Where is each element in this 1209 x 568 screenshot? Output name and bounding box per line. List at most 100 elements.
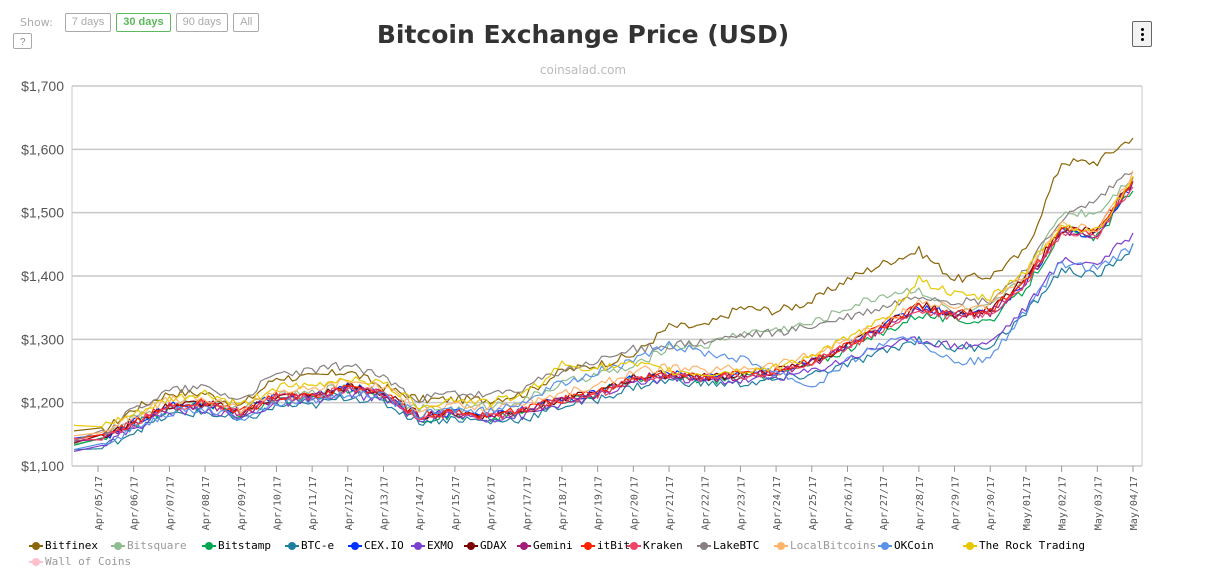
legend-label: GDAX	[480, 539, 507, 552]
range-90-days-button[interactable]: 90 days	[175, 12, 229, 32]
help-button[interactable]: ?	[13, 33, 32, 49]
chart-subtitle[interactable]: coinsalad.com	[539, 63, 627, 77]
legend-label: Kraken	[643, 539, 683, 552]
legend-item-bitsquare[interactable]: Bitsquare	[111, 539, 187, 552]
hamburger-menu-icon[interactable]	[1132, 21, 1152, 47]
legend-item-btc-e[interactable]: BTC-e	[285, 539, 335, 552]
legend-item-itbit[interactable]: itBit	[581, 539, 631, 552]
show-label: Show:	[20, 15, 53, 29]
axes: $1,100 $1,200 $1,300 $1,400 $1,500 $1,600 $1,7…	[21, 78, 1143, 530]
x-tick-label: Apr/30/17	[986, 476, 997, 530]
legend-label: Gemini	[533, 539, 573, 552]
x-tick-label: Apr/10/17	[272, 476, 283, 530]
legend-item-wall-of-coins[interactable]: Wall of Coins	[29, 555, 131, 568]
x-tick-label: Apr/15/17	[451, 476, 462, 530]
legend-marker-icon	[411, 541, 425, 550]
x-tick-label: Apr/16/17	[487, 476, 498, 530]
y-tick-label: $1,400	[21, 268, 64, 284]
x-tick-label: Apr/28/17	[915, 476, 926, 530]
legend-item-bitfinex[interactable]: Bitfinex	[29, 539, 98, 552]
legend-label: Bitstamp	[218, 539, 271, 552]
x-tick-label: Apr/19/17	[594, 476, 605, 530]
legend-item-okcoin[interactable]: OKCoin	[878, 539, 934, 552]
range-30-days-button[interactable]: 30 days	[116, 12, 171, 32]
legend-item-kraken[interactable]: Kraken	[627, 539, 683, 552]
legend-item-lakebtc[interactable]: LakeBTC	[697, 539, 760, 552]
legend-label: EXMO	[427, 539, 454, 552]
legend-marker-icon	[111, 541, 125, 550]
x-tick-label: Apr/12/17	[344, 476, 355, 530]
legend-label: CEX.IO	[364, 539, 404, 552]
x-tick-label: May/02/17	[1058, 476, 1069, 530]
legend-marker-icon	[697, 541, 711, 550]
series-line-bitfinex	[73, 137, 1134, 434]
y-tick-label: $1,500	[21, 205, 64, 221]
legend-item-cex-io[interactable]: CEX.IO	[348, 539, 404, 552]
legend-label: OKCoin	[894, 539, 934, 552]
x-tick-label: Apr/07/17	[165, 476, 176, 530]
legend-marker-icon	[29, 557, 43, 566]
legend-item-gdax[interactable]: GDAX	[464, 539, 507, 552]
legend-item-exmo[interactable]: EXMO	[411, 539, 454, 552]
x-tick-label: Apr/13/17	[380, 476, 391, 530]
legend-marker-icon	[348, 541, 362, 550]
legend-marker-icon	[464, 541, 478, 550]
x-tick-label: Apr/18/17	[558, 476, 569, 530]
x-tick-label: Apr/24/17	[772, 476, 783, 530]
x-tick-label: May/01/17	[1022, 476, 1033, 530]
x-tick-label: Apr/21/17	[665, 476, 676, 530]
range-all-button[interactable]: All	[233, 12, 260, 32]
legend-marker-icon	[963, 541, 977, 550]
series-line-localbitcoins	[73, 170, 1134, 437]
y-tick-label: $1,200	[21, 395, 64, 411]
legend-label: Bitsquare	[127, 539, 187, 552]
chart-title: Bitcoin Exchange Price (USD)	[376, 20, 790, 49]
legend-marker-icon	[285, 541, 299, 550]
legend-marker-icon	[29, 541, 43, 550]
x-tick-label: Apr/20/17	[629, 476, 640, 530]
series-line-okcoin	[73, 244, 1134, 451]
y-tick-label: $1,100	[21, 458, 64, 474]
y-tick-label: $1,600	[21, 141, 64, 157]
series-line-exmo	[73, 232, 1134, 452]
legend-item-gemini[interactable]: Gemini	[517, 539, 573, 552]
x-tick-label: Apr/29/17	[951, 476, 962, 530]
x-tick-label: Apr/09/17	[237, 476, 248, 530]
legend-marker-icon	[774, 541, 788, 550]
legend-label: Bitfinex	[45, 539, 98, 552]
legend-label: The Rock Trading	[979, 539, 1085, 552]
range-selector: Show: 7 days 30 days 90 days All	[20, 12, 264, 32]
x-tick-label: Apr/14/17	[415, 476, 426, 530]
legend-label: itBit	[597, 539, 631, 552]
legend-item-localbitcoins[interactable]: LocalBitcoins	[774, 539, 877, 552]
y-tick-label: $1,700	[21, 78, 64, 94]
legend-label: BTC-e	[301, 539, 335, 552]
x-tick-label: Apr/22/17	[701, 476, 712, 530]
legend-item-bitstamp[interactable]: Bitstamp	[202, 539, 271, 552]
series-line-the-rock-trading	[73, 175, 1134, 428]
legend-marker-icon	[581, 541, 595, 550]
legend-marker-icon	[627, 541, 641, 550]
x-tick-label: Apr/08/17	[201, 476, 212, 530]
x-tick-label: Apr/25/17	[808, 476, 819, 530]
legend-marker-icon	[517, 541, 531, 550]
range-7-days-button[interactable]: 7 days	[64, 12, 112, 32]
x-tick-label: May/03/17	[1093, 476, 1104, 530]
series-line-btc-e	[73, 243, 1134, 451]
legend-label: LocalBitcoins	[790, 539, 877, 552]
x-tick-label: Apr/05/17	[94, 476, 105, 530]
legend-item-the-rock-trading[interactable]: The Rock Trading	[963, 539, 1085, 552]
x-tick-label: Apr/17/17	[522, 476, 533, 530]
y-tick-label: $1,300	[21, 331, 64, 347]
x-tick-label: Apr/11/17	[308, 476, 319, 530]
x-tick-label: Apr/27/17	[879, 476, 890, 530]
x-tick-label: Apr/23/17	[736, 476, 747, 530]
x-tick-label: Apr/06/17	[130, 476, 141, 530]
series-line-kraken	[73, 186, 1134, 441]
legend-marker-icon	[202, 541, 216, 550]
series-line-itbit	[73, 181, 1134, 440]
series-line-lakebtc	[73, 171, 1134, 442]
series-lines	[73, 137, 1134, 452]
legend-label: LakeBTC	[713, 539, 760, 552]
